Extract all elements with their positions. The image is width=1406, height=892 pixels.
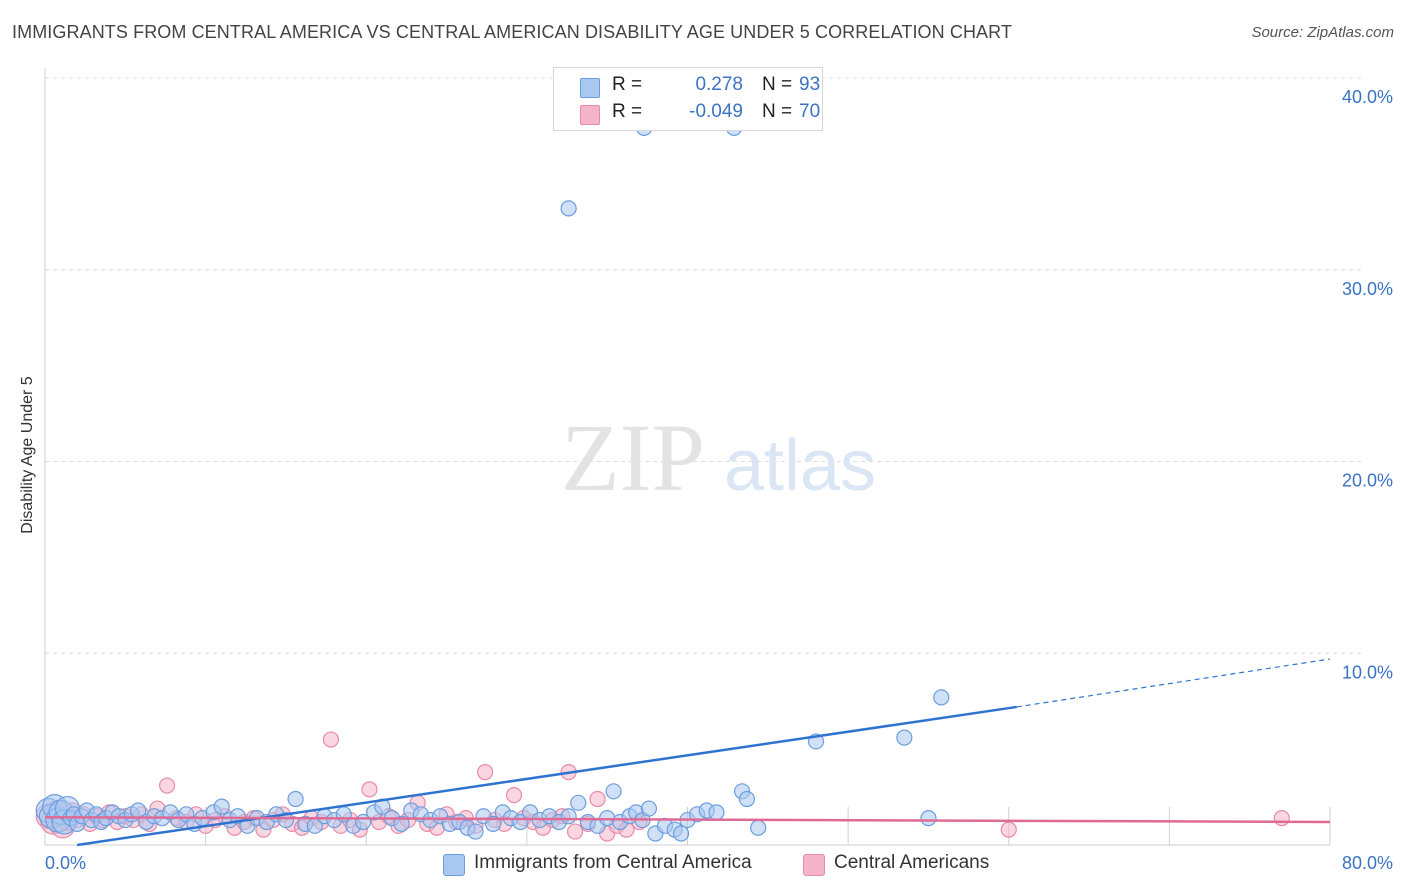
immigrants-point [213, 798, 230, 815]
legend-n-label: N = [762, 101, 793, 122]
immigrants-point [287, 790, 304, 808]
bottom-legend-swatch-central-americans [803, 854, 825, 876]
legend-r-value: 0.278 [695, 74, 743, 95]
immigrants-point [570, 794, 587, 811]
legend-swatch-central-americans [580, 105, 600, 125]
legend-n-value: 93 [799, 74, 821, 95]
source-label: Source: ZipAtlas.com [1251, 24, 1394, 41]
legend-r-label: R = [612, 101, 643, 122]
immigrants-point [750, 819, 767, 836]
central-americans-point [1000, 821, 1017, 838]
immigrants-point [920, 810, 937, 827]
series-immigrants-points [35, 119, 950, 842]
trend-line-immigrants-extension [1016, 658, 1331, 708]
correlation-legend: R = 0.278 N = 93 R = -0.049 N = 70 [553, 67, 823, 131]
legend-r-label: R = [612, 74, 643, 95]
watermark-atlas: atlas [724, 426, 876, 506]
legend-swatch-immigrants [580, 78, 600, 98]
legend-r-value: -0.049 [689, 101, 743, 122]
chart-title: IMMIGRANTS FROM CENTRAL AMERICA VS CENTR… [12, 22, 1013, 42]
central-americans-point [477, 764, 494, 781]
immigrants-point [560, 808, 577, 825]
central-americans-point [158, 777, 176, 794]
immigrants-point [393, 815, 410, 833]
y-tick-label: 20.0% [1342, 471, 1393, 491]
y-tick-label: 40.0% [1342, 87, 1393, 107]
trend-line-central-americans [44, 815, 1331, 824]
immigrants-point [933, 689, 950, 706]
bottom-legend-swatch-immigrants [443, 854, 465, 876]
immigrants-point [708, 804, 725, 821]
immigrants-point [560, 200, 577, 217]
immigrants-point [467, 823, 484, 840]
x-tick-label: 0.0% [45, 853, 86, 873]
central-americans-point [566, 823, 584, 840]
y-tick-label: 30.0% [1342, 279, 1393, 299]
bottom-legend-label-immigrants: Immigrants from Central America [474, 852, 752, 873]
trend-line-immigrants [76, 705, 1017, 847]
central-americans-point [505, 787, 523, 804]
bottom-legend-label-central-americans: Central Americans [834, 852, 990, 873]
x-tick-label: 80.0% [1342, 853, 1393, 873]
immigrants-point [738, 790, 756, 808]
immigrants-point [485, 815, 502, 833]
immigrants-point [277, 811, 295, 829]
watermark: ZIP atlas [561, 404, 876, 511]
central-americans-point [589, 790, 606, 808]
central-americans-point [1273, 810, 1290, 827]
legend-n-label: N = [762, 74, 793, 95]
central-americans-point [361, 781, 378, 798]
legend-n-value: 70 [799, 101, 821, 122]
immigrants-point [640, 800, 658, 817]
trend-lines [44, 658, 1331, 847]
immigrants-point [896, 729, 913, 746]
immigrants-point [672, 825, 690, 842]
y-tick-label: 10.0% [1342, 662, 1393, 682]
tick-labels: 10.0% 20.0% 30.0% 40.0% 0.0% 80.0% [45, 87, 1393, 873]
watermark-zip: ZIP [561, 404, 705, 511]
gridlines [45, 77, 1365, 654]
immigrants-point [605, 783, 622, 800]
central-americans-point [322, 731, 340, 748]
